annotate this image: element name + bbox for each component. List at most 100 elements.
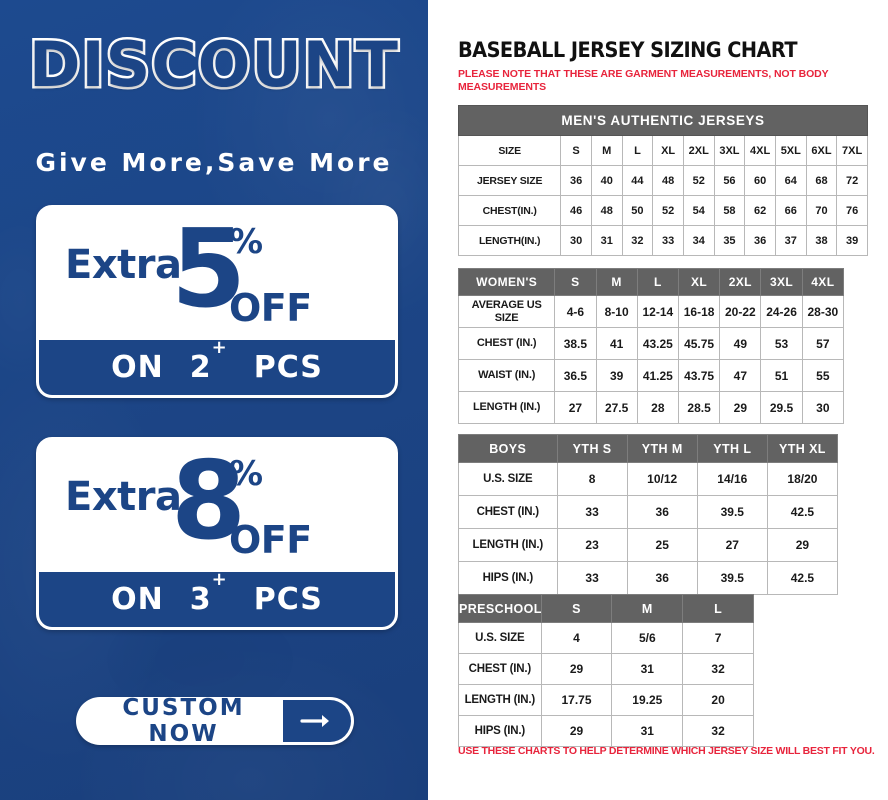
measurement-cell: 38.5	[554, 327, 597, 360]
measurement-cell: 39	[595, 359, 638, 392]
column-header-size: M	[595, 268, 638, 296]
column-header-size: 4XL	[744, 135, 776, 166]
measurement-cell: 29	[540, 715, 613, 747]
row-label: WAIST (IN.)	[457, 359, 556, 392]
column-header-size: 6XL	[805, 135, 838, 166]
measurement-cell: 7	[682, 622, 754, 654]
measurement-cell: 30	[801, 391, 845, 424]
measurement-cell: 44	[621, 165, 654, 196]
measurement-cell: 49	[719, 327, 762, 360]
column-header-size: S	[540, 594, 613, 623]
custom-now-button[interactable]: CUSTOM NOW	[76, 697, 354, 745]
measurement-cell: 17.75	[540, 684, 613, 716]
measurement-cell: 56	[713, 165, 746, 196]
table-row: AVERAGE US SIZE 4-6 8-10 12-14 16-18 20-22 24-…	[457, 295, 845, 328]
row-label: LENGTH(IN.)	[457, 225, 562, 256]
measurement-cell: 27	[696, 528, 768, 562]
garment-measurement-note: PLEASE NOTE THAT THESE ARE GARMENT MEASU…	[458, 68, 829, 93]
discount-card-5-percent[interactable]: Extra 5 % OFF ON 2+ PCS	[36, 205, 398, 398]
measurement-cell: 19.25	[611, 684, 684, 716]
table-banner-title: MEN'S AUTHENTIC JERSEYS	[458, 105, 868, 136]
discount-card-8-percent[interactable]: Extra 8 % OFF ON 3+ PCS	[36, 437, 398, 630]
measurement-cell: 42.5	[766, 495, 839, 529]
column-header-size: L	[682, 594, 754, 623]
row-label: U.S. SIZE	[458, 462, 558, 496]
measurement-cell: 39	[836, 225, 868, 256]
measurement-cell: 34	[682, 225, 715, 256]
measurement-cell: 20-22	[719, 295, 762, 328]
measurement-cell: 58	[713, 195, 746, 226]
jersey-background-texture	[0, 0, 428, 800]
page-title: DISCOUNT	[27, 28, 401, 101]
measurement-cell: 14/16	[696, 462, 768, 496]
measurement-cell: 28	[636, 391, 679, 424]
pcs-label: PCS	[253, 350, 323, 385]
measurement-cell: 8-10	[595, 295, 638, 328]
table-row: CHEST (IN.) 33 36 39.5 42.5	[458, 495, 839, 529]
measurement-cell: 31	[590, 225, 623, 256]
table-row: CHEST (IN.) 29 31 32	[458, 653, 754, 685]
column-header-size: M	[590, 135, 623, 166]
preschool-sizing-table: PRESCHOOL S M L U.S. SIZE 4 5/6 7 CHEST (IN.) 29 3…	[458, 594, 754, 747]
column-header-size: 5XL	[774, 135, 807, 166]
quantity-threshold: 3+	[190, 569, 228, 618]
off-label: OFF	[229, 518, 312, 562]
measurement-cell: 52	[652, 195, 684, 226]
row-label: LENGTH (IN.)	[457, 391, 556, 424]
measurement-cell: 24-26	[760, 295, 803, 328]
measurement-cell: 35	[713, 225, 746, 256]
discount-card-body: Extra 8 % OFF	[39, 440, 395, 572]
row-label: CHEST (IN.)	[458, 495, 558, 529]
measurement-cell: 32	[682, 653, 754, 685]
measurement-cell: 20	[682, 684, 754, 716]
column-header-size: 7XL	[836, 135, 868, 166]
table-header-row: SIZE S M L XL 2XL 3XL 4XL 5XL 6XL 7XL	[457, 135, 868, 166]
measurement-cell: 54	[682, 195, 715, 226]
column-header-size: XL	[652, 135, 684, 166]
row-label: AVERAGE US SIZE	[457, 295, 556, 328]
measurement-cell: 37	[774, 225, 807, 256]
measurement-cell: 4-6	[554, 295, 597, 328]
measurement-cell: 33	[556, 495, 628, 529]
quantity-plus: +	[211, 336, 228, 358]
measurement-cell: 27	[554, 391, 597, 424]
row-label: HIPS (IN.)	[458, 561, 558, 595]
table-banner-row: MEN'S AUTHENTIC JERSEYS	[458, 105, 868, 136]
womens-sizing-table: WOMEN'S S M L XL 2XL 3XL 4XL AVERAGE US SIZE 4-6 8…	[457, 268, 845, 424]
column-header-size: M	[611, 594, 684, 623]
percent-symbol: %	[229, 454, 264, 494]
column-header-size: YTH M	[626, 434, 698, 463]
column-header-label: WOMEN'S	[457, 268, 556, 296]
measurement-cell: 40	[590, 165, 623, 196]
row-label: CHEST(IN.)	[457, 195, 562, 226]
measurement-cell: 41	[595, 327, 638, 360]
column-header-size: L	[621, 135, 654, 166]
measurement-cell: 23	[556, 528, 628, 562]
measurement-cell: 41.25	[636, 359, 679, 392]
measurement-cell: 43.25	[636, 327, 679, 360]
column-header-size: YTH L	[696, 434, 768, 463]
measurement-cell: 32	[621, 225, 654, 256]
promo-tagline: Give More,Save More	[35, 148, 393, 177]
discount-amount: 8	[171, 439, 247, 564]
table-row: LENGTH (IN.) 17.75 19.25 20	[458, 684, 754, 716]
column-header-size: 2XL	[719, 268, 762, 296]
measurement-cell: 28.5	[677, 391, 721, 424]
measurement-cell: 48	[652, 165, 684, 196]
column-header-size: XL	[677, 268, 721, 296]
table-row: CHEST (IN.) 38.5 41 43.25 45.75 49 53 57	[457, 327, 845, 360]
measurement-cell: 38	[805, 225, 838, 256]
row-label: HIPS (IN.)	[458, 715, 542, 747]
table-row: HIPS (IN.) 33 36 39.5 42.5	[458, 561, 839, 595]
measurement-cell: 46	[560, 195, 592, 226]
off-label: OFF	[229, 286, 312, 330]
measurement-cell: 28-30	[801, 295, 845, 328]
measurement-cell: 43.75	[677, 359, 721, 392]
measurement-cell: 62	[744, 195, 776, 226]
discount-condition-bar: ON 2+ PCS	[39, 336, 395, 395]
discount-card-body: Extra 5 % OFF	[39, 208, 395, 340]
measurement-cell: 70	[805, 195, 838, 226]
discount-promo-panel: DISCOUNT Give More,Save More Extra 5 % O…	[0, 0, 428, 800]
measurement-cell: 45.75	[677, 327, 721, 360]
measurement-cell: 29	[540, 653, 613, 685]
